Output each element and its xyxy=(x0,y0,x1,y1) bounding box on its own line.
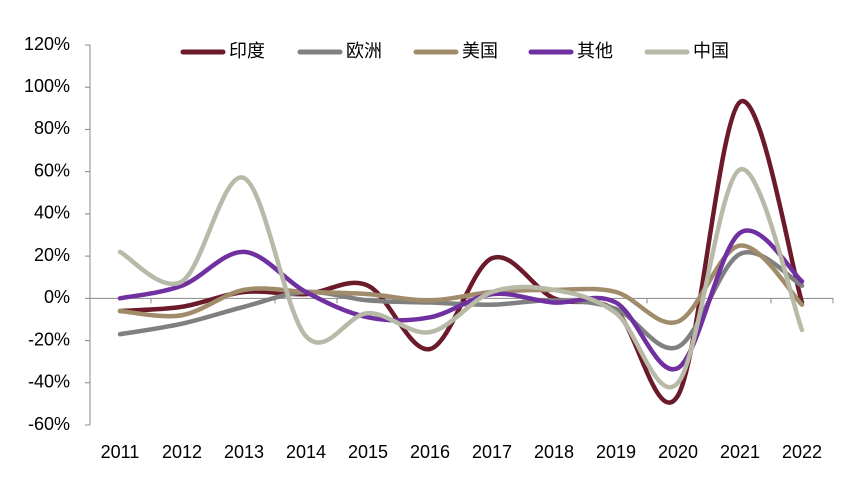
x-tick-label: 2016 xyxy=(410,442,450,462)
x-tick-label: 2015 xyxy=(348,442,388,462)
x-tick-label: 2018 xyxy=(534,442,574,462)
x-tick-label: 2012 xyxy=(162,442,202,462)
y-tick-label: 0% xyxy=(44,287,70,307)
x-tick-label: 2022 xyxy=(782,442,822,462)
x-tick-label: 2021 xyxy=(720,442,760,462)
x-tick-label: 2019 xyxy=(596,442,636,462)
y-tick-label: 60% xyxy=(34,160,70,180)
legend-label: 其他 xyxy=(577,41,613,61)
legend-label: 印度 xyxy=(229,41,265,61)
y-tick-label: 40% xyxy=(34,203,70,223)
x-tick-label: 2017 xyxy=(472,442,512,462)
y-tick-label: 20% xyxy=(34,245,70,265)
legend-label: 欧洲 xyxy=(346,41,382,61)
x-tick-label: 2020 xyxy=(658,442,698,462)
line-series xyxy=(117,167,805,390)
x-tick-label: 2011 xyxy=(101,442,140,462)
x-tick-label: 2013 xyxy=(224,442,264,462)
y-tick-label: -40% xyxy=(28,372,70,392)
y-tick-label: 120% xyxy=(24,34,70,54)
legend-label: 中国 xyxy=(693,41,729,61)
x-tick-label: 2014 xyxy=(286,442,326,462)
line-series xyxy=(117,99,805,405)
y-tick-label: -60% xyxy=(28,414,70,434)
y-tick-label: -20% xyxy=(28,329,70,349)
legend-label: 美国 xyxy=(462,41,498,61)
y-tick-label: 80% xyxy=(34,118,70,138)
y-tick-label: 100% xyxy=(24,76,70,96)
